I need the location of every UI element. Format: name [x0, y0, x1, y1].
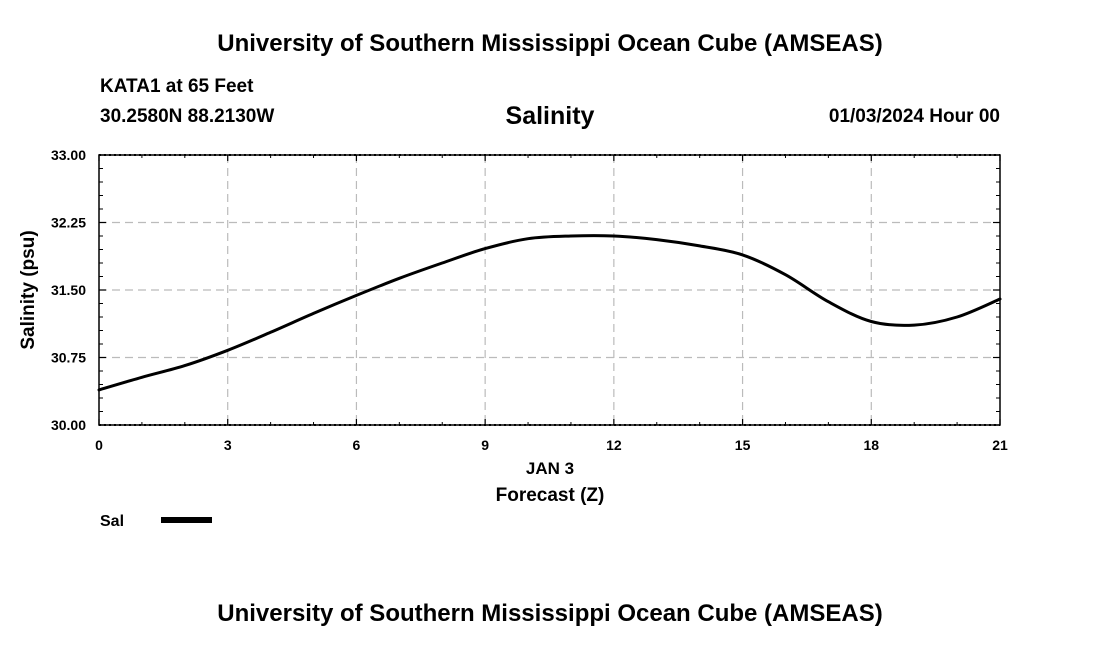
legend: Sal: [100, 513, 212, 530]
station-coordinates: 30.2580N 88.2130W: [100, 106, 275, 127]
legend-label: Sal: [100, 513, 124, 530]
y-tick-label: 30.75: [51, 350, 86, 366]
x-tick-label: 6: [353, 437, 361, 453]
station-label: KATA1 at 65 Feet: [100, 76, 254, 97]
x-axis-date-label: JAN 3: [526, 459, 574, 478]
x-tick-label: 0: [95, 437, 103, 453]
x-tick-label: 21: [992, 437, 1008, 453]
x-tick-label: 9: [481, 437, 489, 453]
page-title: University of Southern Mississippi Ocean…: [217, 30, 883, 57]
y-axis-label: Salinity (psu): [18, 230, 39, 349]
y-tick-label: 33.00: [51, 147, 86, 163]
plot-title: Salinity: [505, 102, 595, 130]
x-tick-labels: 0 3 6 9 12 15 18 21: [95, 437, 1008, 453]
x-tick-label: 3: [224, 437, 232, 453]
x-axis-label: Forecast (Z): [496, 485, 605, 506]
grid-lines: [99, 155, 1000, 425]
y-tick-label: 30.00: [51, 417, 86, 433]
forecast-date: 01/03/2024 Hour 00: [828, 106, 1000, 127]
x-tick-label: 18: [863, 437, 879, 453]
y-tick-label: 32.25: [51, 215, 86, 231]
footer-title: University of Southern Mississippi Ocean…: [217, 600, 883, 627]
x-tick-label: 15: [735, 437, 751, 453]
y-tick-label: 31.50: [51, 282, 86, 298]
axis-ticks: [98, 154, 1001, 426]
salinity-series-line: [97, 234, 1002, 392]
x-tick-label: 12: [606, 437, 622, 453]
y-tick-labels: 30.00 30.75 31.50 32.25 33.00: [51, 147, 86, 433]
